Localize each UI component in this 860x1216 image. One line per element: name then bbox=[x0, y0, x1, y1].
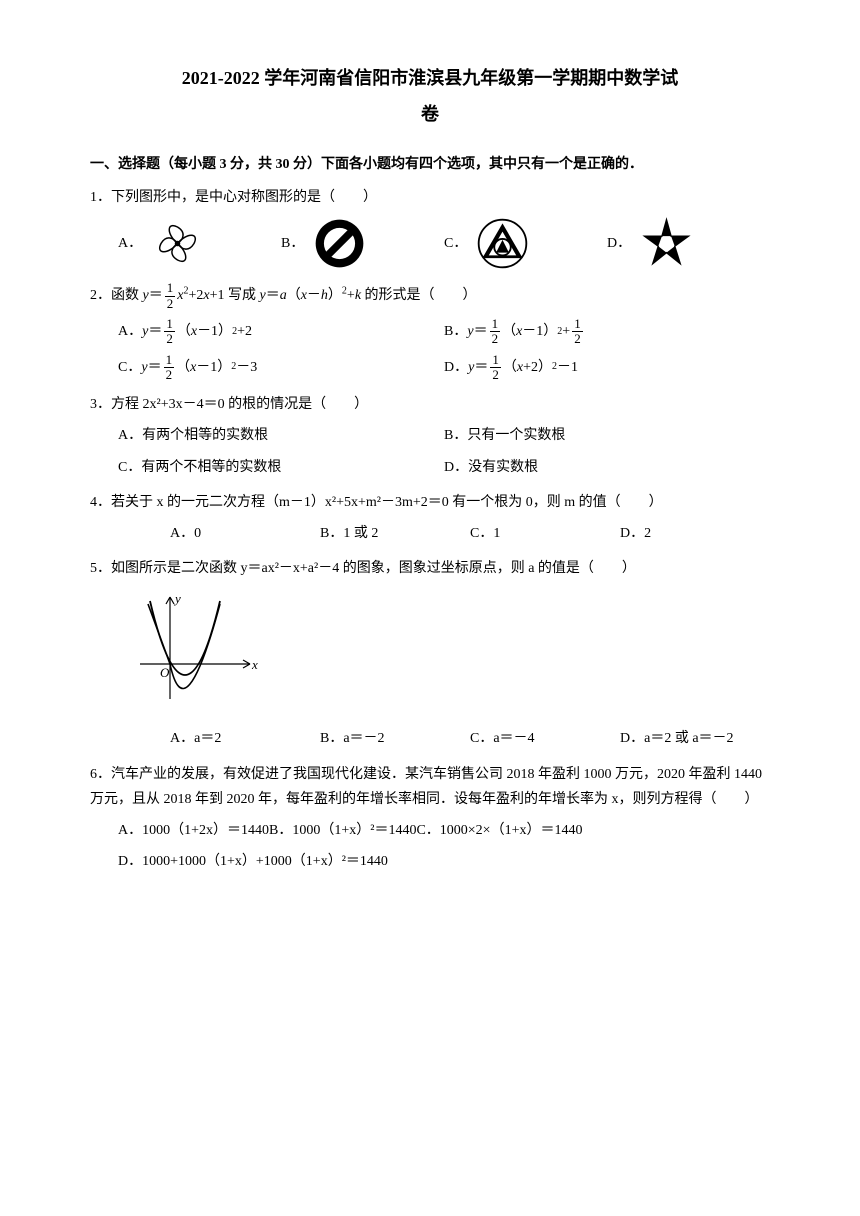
q5-text: 5．如图所示是二次函数 y＝ax²－x+a²－4 的图象，图象过坐标原点，则 a… bbox=[90, 556, 770, 581]
q5-option-c: C．a＝－4 bbox=[470, 726, 620, 751]
no-entry-icon bbox=[312, 216, 367, 271]
q3-options-row1: A．有两个相等的实数根 B．只有一个实数根 bbox=[90, 423, 770, 448]
q2-text: 2．函数 y＝12x2+2x+1 写成 y＝a（x－h）2+k 的形式是（ ） bbox=[90, 281, 770, 311]
q4-option-c: C．1 bbox=[470, 521, 620, 546]
q5-option-b: B．a＝－2 bbox=[320, 726, 470, 751]
q6-text: 6．汽车产业的发展，有效促进了我国现代化建设．某汽车销售公司 2018 年盈利 … bbox=[90, 762, 770, 812]
svg-text:O: O bbox=[160, 665, 170, 680]
svg-text:y: y bbox=[173, 591, 181, 606]
q5-option-a: A．a＝2 bbox=[170, 726, 320, 751]
q1-options: A． B． C． bbox=[90, 216, 770, 271]
q3-option-c: C．有两个不相等的实数根 bbox=[118, 455, 444, 480]
q5-options: A．a＝2 B．a＝－2 C．a＝－4 D．a＝2 或 a＝－2 bbox=[90, 726, 770, 751]
q4-option-a: A．0 bbox=[170, 521, 320, 546]
question-2: 2．函数 y＝12x2+2x+1 写成 y＝a（x－h）2+k 的形式是（ ） … bbox=[90, 281, 770, 382]
q1-option-b: B． bbox=[281, 216, 444, 271]
title-line-2: 卷 bbox=[90, 96, 770, 132]
q6-option-a: A．1000（1+2x）＝1440 bbox=[118, 818, 269, 843]
q1-option-d: D． bbox=[607, 216, 770, 271]
star-icon bbox=[639, 216, 694, 271]
q5-option-d: D．a＝2 或 a＝－2 bbox=[620, 726, 770, 751]
question-6: 6．汽车产业的发展，有效促进了我国现代化建设．某汽车销售公司 2018 年盈利 … bbox=[90, 762, 770, 881]
question-5: 5．如图所示是二次函数 y＝ax²－x+a²－4 的图象，图象过坐标原点，则 a… bbox=[90, 556, 770, 752]
svg-text:x: x bbox=[251, 657, 258, 672]
q2-option-a: A．y＝12（x－1）2+2 bbox=[118, 317, 444, 347]
question-4: 4．若关于 x 的一元二次方程（m－1）x²+5x+m²－3m+2＝0 有一个根… bbox=[90, 490, 770, 546]
q2-options-row1: A．y＝12（x－1）2+2 B．y＝12（x－1）2+12 bbox=[90, 317, 770, 347]
q1-option-a: A． bbox=[118, 216, 281, 271]
question-1: 1．下列图形中，是中心对称图形的是（ ） A． B． bbox=[90, 185, 770, 271]
pinwheel-icon bbox=[150, 216, 205, 271]
section-1-heading: 一、选择题（每小题 3 分，共 30 分）下面各小题均有四个选项，其中只有一个是… bbox=[90, 152, 770, 177]
q3-option-d: D．没有实数根 bbox=[444, 455, 770, 480]
q5-graph: O x y bbox=[130, 589, 770, 718]
parabola-graph-icon: O x y bbox=[130, 589, 260, 709]
q1-option-c: C． bbox=[444, 216, 607, 271]
q4-option-b: B．1 或 2 bbox=[320, 521, 470, 546]
q2-options-row2: C．y＝12（x－1）2－3 D．y＝12（x+2）2－1 bbox=[90, 353, 770, 383]
q4-text: 4．若关于 x 的一元二次方程（m－1）x²+5x+m²－3m+2＝0 有一个根… bbox=[90, 490, 770, 515]
q6-option-b: B．1000（1+x）²＝1440 bbox=[269, 818, 416, 843]
q1-text: 1．下列图形中，是中心对称图形的是（ ） bbox=[90, 185, 770, 210]
triangle-circle-icon bbox=[475, 216, 530, 271]
question-3: 3．方程 2x²+3x－4＝0 的根的情况是（ ） A．有两个相等的实数根 B．… bbox=[90, 392, 770, 480]
q6-option-d: D．1000+1000（1+x）+1000（1+x）²＝1440 bbox=[118, 849, 388, 874]
q4-option-d: D．2 bbox=[620, 521, 770, 546]
q3-text: 3．方程 2x²+3x－4＝0 的根的情况是（ ） bbox=[90, 392, 770, 417]
title-line-1: 2021-2022 学年河南省信阳市淮滨县九年级第一学期期中数学试 bbox=[90, 60, 770, 96]
q3-option-a: A．有两个相等的实数根 bbox=[118, 423, 444, 448]
q6-options: A．1000（1+2x）＝1440 B．1000（1+x）²＝1440 C．10… bbox=[90, 818, 770, 880]
q3-option-b: B．只有一个实数根 bbox=[444, 423, 770, 448]
q2-option-c: C．y＝12（x－1）2－3 bbox=[118, 353, 444, 383]
q2-option-d: D．y＝12（x+2）2－1 bbox=[444, 353, 770, 383]
q2-option-b: B．y＝12（x－1）2+12 bbox=[444, 317, 770, 347]
q6-option-c: C．1000×2×（1+x）＝1440 bbox=[416, 818, 582, 843]
q3-options-row2: C．有两个不相等的实数根 D．没有实数根 bbox=[90, 455, 770, 480]
q4-options: A．0 B．1 或 2 C．1 D．2 bbox=[90, 521, 770, 546]
